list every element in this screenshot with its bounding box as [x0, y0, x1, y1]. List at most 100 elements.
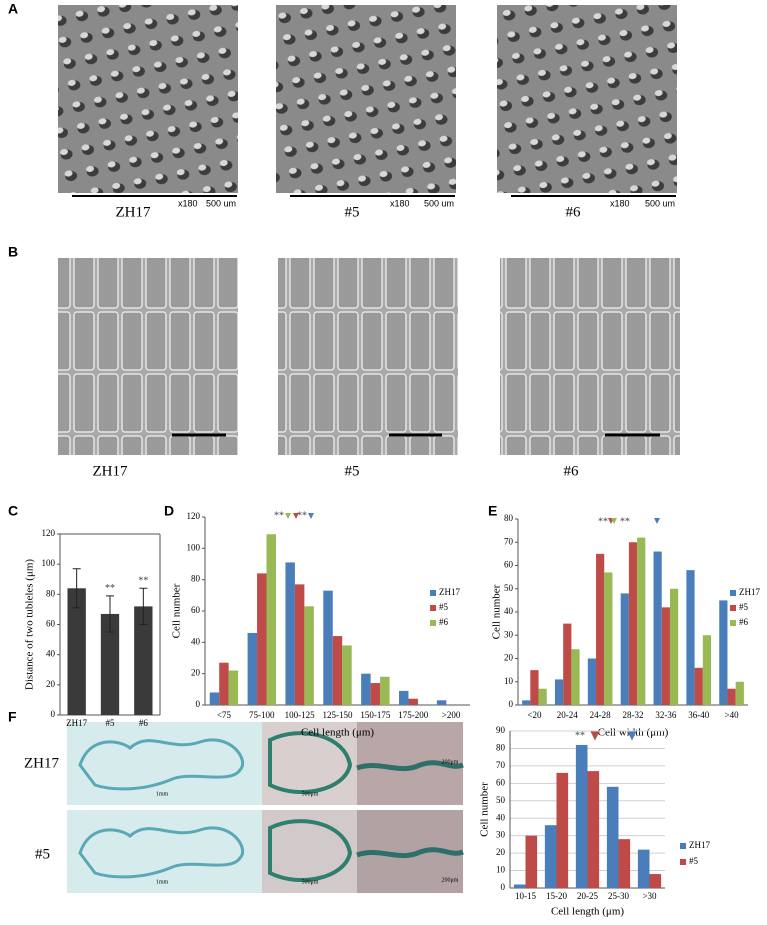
legend-swatch [430, 605, 436, 611]
y-tick-label: 80 [191, 574, 201, 584]
x-tick-label: 36-40 [688, 710, 709, 720]
legend-swatch [730, 620, 736, 626]
section-outline [356, 847, 464, 858]
legend-label: ZH17 [739, 587, 760, 597]
mean-marker [654, 518, 660, 524]
x-tick-label: 175-200 [398, 710, 428, 720]
significance: ** [138, 576, 148, 587]
significance: ** [575, 730, 585, 741]
y-tick-label: 20 [191, 668, 201, 678]
section-outline [356, 760, 464, 771]
y-tick-label: 100 [42, 558, 56, 568]
scale-text: 200μm [442, 759, 459, 765]
labels: A B C D E F ZH17 x180 500 um #5 x180 500… [8, 1, 675, 886]
significance: ** [297, 510, 307, 521]
x-tick-label: 100-125 [285, 710, 315, 720]
bar [606, 786, 619, 888]
section-image [67, 810, 262, 893]
x-tick-label: 20-24 [557, 710, 578, 720]
bar [247, 632, 258, 705]
sample-label: #5 [345, 204, 360, 220]
bar [653, 551, 662, 705]
x-tick-label: 10-15 [515, 891, 536, 901]
bar [67, 588, 86, 715]
row-label: ZH17 [24, 755, 59, 771]
x-tick-label: #5 [106, 718, 116, 728]
error-bar [139, 587, 148, 625]
bar [669, 588, 679, 705]
scale-text: 500 um [206, 198, 236, 208]
scale-text: 200μm [442, 877, 459, 883]
x-axis-title: Cell length (μm) [551, 906, 624, 918]
bar [538, 688, 547, 705]
bar [342, 645, 352, 705]
sem-image [276, 5, 456, 193]
y-tick-label: 60 [191, 605, 201, 615]
x-tick-label: 75-100 [249, 710, 275, 720]
scale-text: 500μm [302, 791, 319, 797]
micrograph [500, 258, 680, 455]
x-tick-label: 32-36 [655, 710, 676, 720]
bar [649, 874, 662, 888]
bar [399, 690, 409, 705]
significance: ** [274, 510, 284, 521]
bar [209, 692, 220, 705]
sample-label: #6 [564, 463, 580, 479]
bar [323, 590, 333, 705]
sample-label: ZH17 [116, 204, 151, 220]
magnification: x180 [178, 198, 198, 208]
scale-text: 500μm [302, 879, 319, 885]
y-tick-label: 0 [501, 882, 506, 892]
y-tick-label: 40 [191, 636, 201, 646]
legend-swatch [680, 859, 686, 865]
y-tick-label: 60 [46, 619, 56, 629]
x-tick-label: 15-20 [546, 891, 567, 901]
y-tick-label: 50 [496, 795, 506, 805]
y-axis-title: Cell number [479, 782, 491, 837]
mean-marker [590, 731, 600, 741]
bar [134, 606, 153, 715]
y-tick-label: 70 [496, 760, 506, 770]
bar [554, 679, 564, 705]
y-tick-label: 80 [496, 743, 506, 753]
bar [563, 623, 572, 705]
bar [571, 649, 580, 705]
sample-label: ZH17 [93, 463, 128, 479]
y-axis-title: Distance of two tubleles (μm) [24, 559, 36, 690]
bar [513, 884, 526, 888]
bar [620, 593, 629, 705]
legend-label: ZH17 [689, 840, 710, 850]
bar [596, 553, 605, 705]
x-tick-label: 28-32 [623, 710, 644, 720]
micrograph [278, 258, 458, 455]
x-tick-label: <20 [527, 710, 542, 720]
y-tick-label: 60 [504, 560, 514, 570]
y-tick-label: 70 [504, 536, 514, 546]
mean-marker [285, 513, 291, 519]
mean-marker [627, 731, 637, 741]
magnification: x180 [390, 198, 410, 208]
legend-swatch [730, 605, 736, 611]
row-label: #5 [35, 846, 50, 862]
significance: ** [620, 516, 630, 527]
bar [294, 584, 305, 705]
y-tick-label: 0 [51, 709, 56, 719]
y-tick-label: 40 [504, 606, 514, 616]
bar [628, 542, 638, 705]
y-tick-label: 30 [496, 830, 506, 840]
bar [544, 825, 557, 888]
bar [257, 573, 267, 705]
x-tick-label: #6 [139, 718, 149, 728]
bar [436, 700, 447, 705]
bar [637, 849, 650, 888]
y-tick-label: 20 [496, 847, 506, 857]
bar [587, 771, 600, 888]
bar [285, 562, 295, 705]
y-tick-label: 80 [504, 513, 514, 523]
bar [702, 635, 712, 705]
bar [735, 681, 744, 705]
y-tick-label: 50 [504, 583, 514, 593]
section-outline [78, 738, 244, 791]
sem-image [58, 5, 238, 193]
